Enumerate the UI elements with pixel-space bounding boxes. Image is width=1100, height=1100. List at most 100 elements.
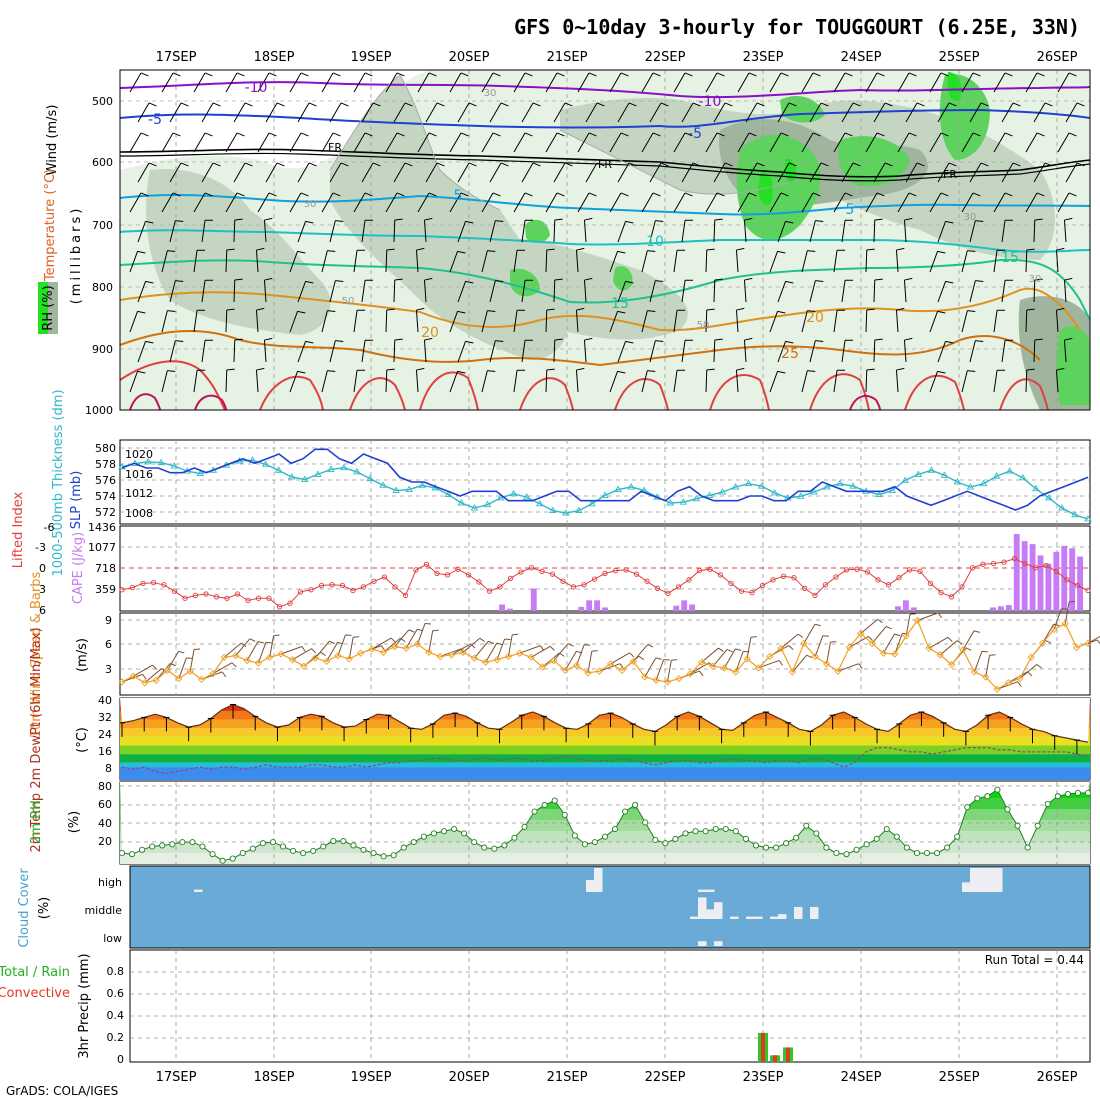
- wind-barb: [633, 644, 648, 662]
- wind-barb: [895, 310, 899, 333]
- wind-barb: [273, 634, 280, 637]
- cape-bar: [1077, 556, 1084, 611]
- wind-barb: [481, 72, 494, 93]
- wind-barb: [745, 162, 758, 183]
- lifted-index-marker: [864, 569, 871, 575]
- wind-barb: [201, 220, 206, 243]
- wind-barb: [705, 132, 718, 153]
- rh-marker: [390, 852, 397, 859]
- wind-barb: [1065, 102, 1078, 123]
- wind-barb: [167, 651, 179, 671]
- wind-speed-marker: [288, 656, 297, 664]
- wind-barb: [321, 250, 328, 273]
- lifted-index-marker: [381, 574, 388, 580]
- cloud-block: [714, 902, 723, 919]
- wind-barb: [1057, 132, 1070, 153]
- rh-marker: [1054, 793, 1061, 800]
- wind-barb: [599, 663, 621, 672]
- pressure-tick: 800: [92, 281, 113, 294]
- wind-barb: [993, 132, 1006, 153]
- wind-barb: [457, 281, 466, 303]
- wind-barb: [777, 221, 786, 243]
- wind-barb: [1064, 277, 1073, 281]
- wind-barb: [655, 340, 664, 342]
- rh-marker: [632, 801, 639, 809]
- wind-barb: [415, 370, 419, 393]
- wind-tick: 6: [105, 638, 112, 651]
- wind-barb: [169, 162, 182, 183]
- wind-barb: [321, 192, 334, 213]
- wind-speed-marker: [345, 655, 353, 663]
- date-label: 21SEP: [547, 1070, 588, 1085]
- wind-barb: [193, 192, 206, 213]
- wind-barb: [866, 248, 875, 251]
- date-label: 17SEP: [156, 1070, 197, 1085]
- wind-barb: [264, 217, 273, 221]
- wind-barb: [625, 340, 634, 344]
- wind-barb: [297, 102, 310, 123]
- lifted-index-marker: [213, 594, 220, 600]
- rh-marker: [732, 828, 739, 835]
- lifted-index-marker: [518, 569, 524, 575]
- rh2m-axis-label: 2m RH: [29, 800, 44, 844]
- wind-barb: [705, 309, 708, 333]
- wind-barb: [671, 659, 678, 661]
- wind-barb: [308, 162, 317, 167]
- cloud-block: [994, 868, 1003, 892]
- lifted-index-marker: [1074, 582, 1081, 589]
- wind-barb: [584, 277, 593, 281]
- wind-barb: [481, 370, 488, 393]
- wind-barb: [1033, 339, 1036, 363]
- wind-barb: [587, 651, 593, 673]
- wind-barb: [297, 221, 306, 243]
- wind-barb: [937, 102, 950, 123]
- wind-barb: [788, 162, 797, 167]
- cloud-cover-panel: high middle low Cloud Cover (%): [17, 865, 1091, 949]
- wind-barb: [1045, 639, 1051, 644]
- wind-barb: [335, 340, 344, 342]
- date-label: 26SEP: [1037, 1070, 1078, 1085]
- thickness-marker: [405, 485, 413, 493]
- wind-barb: [353, 636, 360, 638]
- wind-barb: [769, 132, 782, 153]
- wind-barb: [596, 102, 605, 107]
- cloud-block: [770, 916, 779, 919]
- lifted-index-marker: [644, 578, 650, 584]
- wind-barb: [545, 309, 548, 333]
- wind-barb: [1033, 279, 1036, 303]
- contour-label: FR: [943, 168, 957, 181]
- millibars-axis-label: (millibars): [69, 206, 84, 305]
- wind-barb: [175, 220, 184, 222]
- thickness-marker: [509, 489, 518, 497]
- cloud-block: [698, 897, 707, 919]
- wind-barb: [660, 102, 669, 107]
- wind-barb: [235, 638, 251, 656]
- wind-barb: [967, 310, 976, 312]
- wind-barb: [297, 162, 310, 183]
- thickness-marker: [1071, 510, 1079, 518]
- wind-barb: [837, 663, 859, 672]
- lifted-index-marker: [728, 580, 734, 587]
- wind-barb: [145, 340, 154, 344]
- rh-marker: [541, 801, 548, 809]
- wind-speed-marker: [879, 649, 888, 657]
- wind-barb: [449, 132, 462, 153]
- thickness-marker: [601, 491, 609, 498]
- wind-speed-marker: [322, 657, 331, 666]
- bottom-date-axis: 17SEP 18SEP 19SEP 20SEP 21SEP 22SEP 23SE…: [156, 1070, 1078, 1085]
- wind-speed-marker: [1004, 679, 1013, 687]
- wind-barb: [1064, 601, 1070, 624]
- lifted-index-marker: [171, 588, 178, 594]
- wind-barb: [638, 655, 645, 661]
- wind-barb: [620, 72, 629, 77]
- rh-band: [120, 853, 1090, 864]
- wind-barb: [1069, 600, 1076, 603]
- upper-wind-barbs: [129, 72, 1085, 393]
- wind-barb: [841, 102, 854, 123]
- wind-barb: [1033, 162, 1046, 183]
- wind-barb: [585, 162, 598, 183]
- lifted-index-marker: [245, 597, 251, 604]
- wind-barb: [852, 162, 861, 167]
- wind-speed-marker: [118, 678, 126, 686]
- wind-barb: [814, 623, 821, 627]
